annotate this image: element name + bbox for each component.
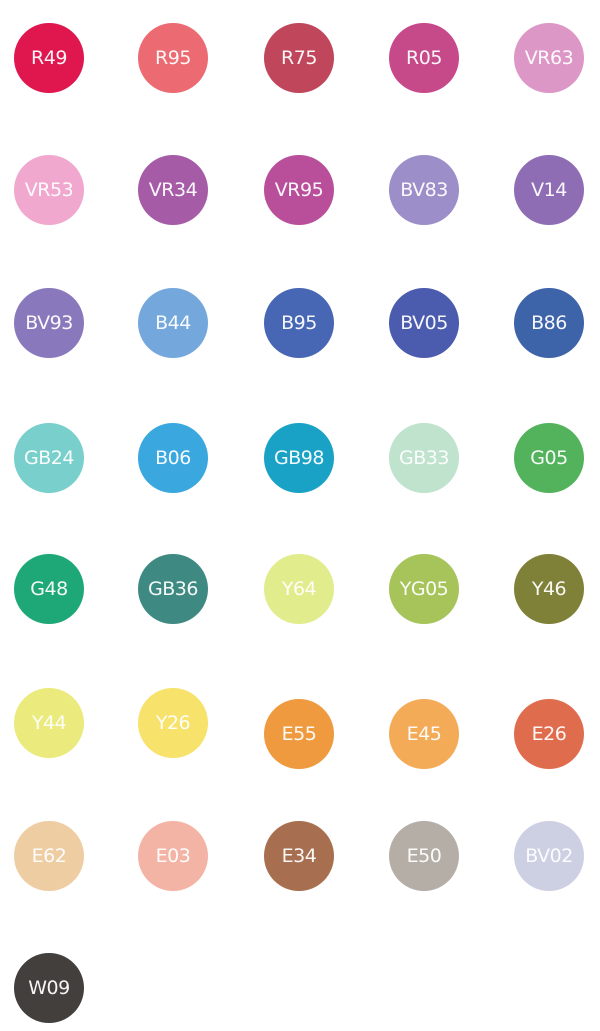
color-swatch-b44: B44 [138,288,208,358]
swatch-label: VR95 [274,179,324,201]
color-swatch-w09: W09 [14,953,84,1023]
color-swatch-y44: Y44 [14,688,84,758]
color-swatch-y64: Y64 [264,554,334,624]
color-swatch-y46: Y46 [514,554,584,624]
swatch-label: VR34 [148,179,198,201]
swatch-label: BV02 [525,845,573,867]
swatch-label: W09 [28,977,70,999]
swatch-label: E26 [531,723,567,745]
color-swatch-e26: E26 [514,699,584,769]
color-swatch-b95: B95 [264,288,334,358]
swatch-label: G48 [30,578,68,600]
color-swatch-yg05: YG05 [389,554,459,624]
swatch-label: E45 [406,723,442,745]
color-swatch-g48: G48 [14,554,84,624]
swatch-label: GB24 [24,447,74,469]
swatch-label: R75 [281,47,317,69]
swatch-label: R05 [406,47,442,69]
swatch-label: GB33 [399,447,449,469]
color-swatch-vr63: VR63 [514,23,584,93]
color-swatch-r49: R49 [14,23,84,93]
color-swatch-r05: R05 [389,23,459,93]
swatch-label: Y64 [281,578,317,600]
swatch-label: BV93 [25,312,73,334]
swatch-label: V14 [531,179,567,201]
color-swatch-b06: B06 [138,423,208,493]
swatch-label: E03 [155,845,191,867]
color-swatch-v14: V14 [514,155,584,225]
color-swatch-e50: E50 [389,821,459,891]
swatch-label: BV05 [400,312,448,334]
swatch-label: YG05 [399,578,449,600]
swatch-label: GB36 [148,578,198,600]
swatch-label: BV83 [400,179,448,201]
color-swatch-g05: G05 [514,423,584,493]
color-swatch-e34: E34 [264,821,334,891]
color-swatch-vr34: VR34 [138,155,208,225]
swatch-label: R95 [155,47,191,69]
color-swatch-y26: Y26 [138,688,208,758]
swatch-label: Y26 [155,712,191,734]
color-swatch-e45: E45 [389,699,459,769]
swatch-label: E62 [31,845,67,867]
color-swatch-bv93: BV93 [14,288,84,358]
swatch-label: Y46 [531,578,567,600]
color-swatch-gb98: GB98 [264,423,334,493]
color-swatch-gb24: GB24 [14,423,84,493]
swatch-label: E50 [406,845,442,867]
color-swatch-bv05: BV05 [389,288,459,358]
color-swatch-e62: E62 [14,821,84,891]
color-swatch-r75: R75 [264,23,334,93]
color-swatch-vr95: VR95 [264,155,334,225]
color-swatch-r95: R95 [138,23,208,93]
color-swatch-bv83: BV83 [389,155,459,225]
swatch-label: E34 [281,845,317,867]
color-swatch-bv02: BV02 [514,821,584,891]
color-swatch-gb33: GB33 [389,423,459,493]
swatch-label: E55 [281,723,317,745]
swatch-label: GB98 [274,447,324,469]
color-swatch-e03: E03 [138,821,208,891]
color-swatch-gb36: GB36 [138,554,208,624]
swatch-label: VR53 [24,179,74,201]
swatch-label: B44 [155,312,191,334]
swatch-label: Y44 [31,712,67,734]
swatch-label: R49 [31,47,67,69]
color-swatch-e55: E55 [264,699,334,769]
color-swatch-vr53: VR53 [14,155,84,225]
swatch-label: B86 [531,312,567,334]
swatch-label: VR63 [524,47,574,69]
swatch-label: B06 [155,447,191,469]
swatch-label: G05 [530,447,568,469]
swatch-label: B95 [281,312,317,334]
color-swatch-b86: B86 [514,288,584,358]
